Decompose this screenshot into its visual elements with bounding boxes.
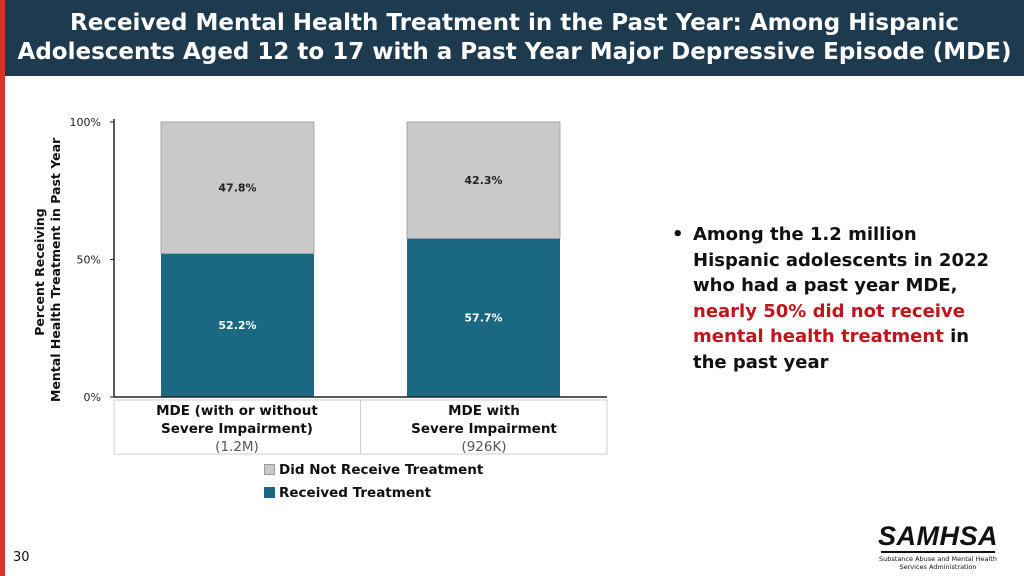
bullet-point-icon: • [672,224,684,245]
key-finding-part-2: in the past year [693,326,970,373]
x-category-2-line-2: Severe Impairment [411,421,557,437]
slide-title-line-2: Adolescents Aged 12 to 17 with a Past Ye… [17,39,1012,65]
key-finding-bullet: • Among the 1.2 million Hispanic adolesc… [672,222,997,375]
x-category-1-line-1: MDE (with or without [156,403,318,419]
data-label-received-1: 52.2% [218,319,256,332]
legend-label-received: Received Treatment [279,484,432,501]
logo-subtitle-line-1: Substance Abuse and Mental Health [879,555,997,563]
bar-segment-did-not-receive-2 [406,121,561,239]
x-category-label-1: MDE (with or without Severe Impairment) … [137,402,337,456]
slide-title: Received Mental Health Treatment in the … [5,0,1024,67]
bar-segment-received-2 [407,238,560,397]
logo-wordmark: SAMHSA [877,521,998,551]
data-label-did-not-receive-1: 47.8% [218,182,256,195]
x-category-label-2: MDE with Severe Impairment (926K) [384,402,584,456]
key-finding-text: Among the 1.2 million Hispanic adolescen… [693,222,997,375]
y-tick-label-50: 50% [77,254,101,267]
legend-label-did-not-receive: Did Not Receive Treatment [279,461,484,478]
key-finding-part-1: Among the 1.2 million Hispanic adolescen… [693,224,990,296]
x-category-2-line-1: MDE with [448,403,520,419]
legend-swatch-did-not-receive [264,464,275,475]
legend-item-did-not-receive: Did Not Receive Treatment [264,458,483,481]
samhsa-logo: SAMHSA Substance Abuse and Mental Health… [877,522,999,571]
data-label-received-2: 57.7% [464,312,502,325]
x-category-1-count: (1.2M) [215,439,259,455]
legend-item-received: Received Treatment [264,481,483,504]
key-finding-highlight: nearly 50% did not receive mental health… [693,300,965,348]
page-number: 30 [13,550,30,565]
y-tick-label-0: 0% [84,391,101,404]
logo-subtitle-line-2: Services Administration [899,563,977,571]
y-tick-label-100: 100% [70,116,101,129]
bar-segment-received-1 [161,253,314,397]
chart-legend: Did Not Receive Treatment Received Treat… [264,458,483,504]
data-label-did-not-receive-2: 42.3% [464,174,502,187]
bar-segment-did-not-receive-1 [160,121,315,254]
x-category-2-count: (926K) [461,439,507,455]
x-category-1-line-2: Severe Impairment) [161,421,313,437]
accent-stripe [0,0,5,576]
slide-header: Received Mental Health Treatment in the … [5,0,1024,76]
legend-swatch-received [264,487,275,498]
logo-rule [881,551,995,553]
slide-title-line-1: Received Mental Health Treatment in the … [70,10,959,36]
logo-subtitle: Substance Abuse and Mental Health Servic… [877,555,999,571]
